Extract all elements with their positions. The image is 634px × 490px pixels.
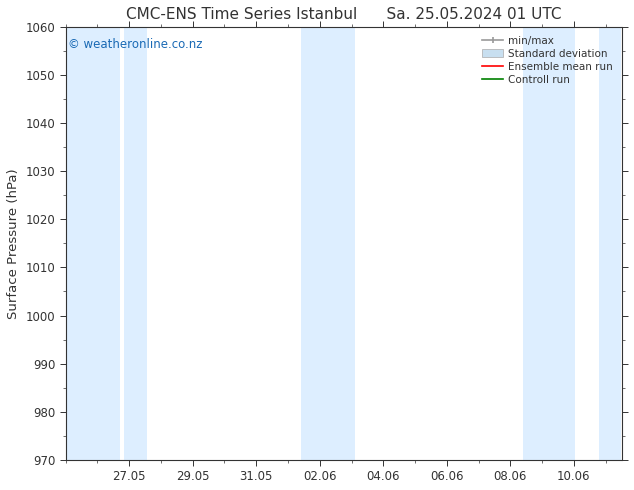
Legend: min/max, Standard deviation, Ensemble mean run, Controll run: min/max, Standard deviation, Ensemble me… <box>479 32 616 88</box>
Bar <box>124 27 146 460</box>
Bar <box>301 27 354 460</box>
Text: © weatheronline.co.nz: © weatheronline.co.nz <box>68 38 203 51</box>
Bar <box>66 27 120 460</box>
Bar <box>523 27 576 460</box>
Y-axis label: Surface Pressure (hPa): Surface Pressure (hPa) <box>7 168 20 319</box>
Bar <box>599 27 621 460</box>
Title: CMC-ENS Time Series Istanbul      Sa. 25.05.2024 01 UTC: CMC-ENS Time Series Istanbul Sa. 25.05.2… <box>126 7 561 22</box>
